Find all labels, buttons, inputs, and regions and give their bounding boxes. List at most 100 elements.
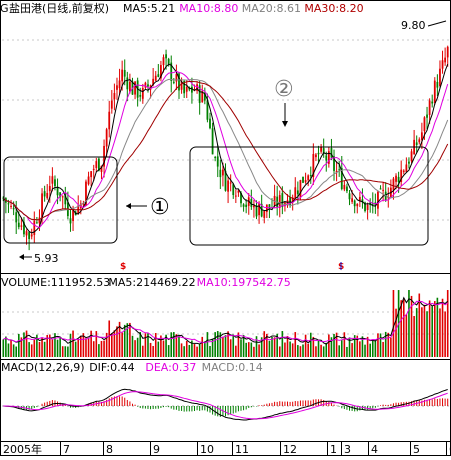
volume-bar xyxy=(204,341,206,357)
candle-body xyxy=(429,101,431,115)
volume-bar xyxy=(28,342,30,357)
candle-body xyxy=(408,162,410,164)
volume-bar xyxy=(108,320,110,357)
macd-indicator-0: MACD(12,26,9) xyxy=(1,361,85,374)
volume-bar xyxy=(380,333,382,357)
candle-body xyxy=(442,60,444,68)
macd-indicator-3: MACD:0.14 xyxy=(202,361,263,374)
volume-bar xyxy=(142,346,144,357)
candle-body xyxy=(418,139,420,142)
candle-body xyxy=(163,57,165,65)
volume-bar xyxy=(238,332,240,357)
volume-bar xyxy=(39,342,41,357)
volume-bar xyxy=(315,346,317,357)
candle-body xyxy=(227,181,229,192)
candle-body xyxy=(266,205,268,212)
volume-bar xyxy=(421,307,423,357)
candle-body xyxy=(356,204,358,206)
candle-body xyxy=(230,183,232,184)
candle-body xyxy=(281,193,283,207)
candle-body xyxy=(426,115,428,118)
volume-bar xyxy=(72,331,74,357)
candle-body xyxy=(382,190,384,191)
volume-bar xyxy=(418,294,420,357)
candle-body xyxy=(398,177,400,182)
volume-bar xyxy=(248,342,250,357)
volume-bar xyxy=(437,298,439,357)
volume-bar xyxy=(310,333,312,357)
volume-bar xyxy=(59,338,61,357)
price-indicator-2: MA20:8.61 xyxy=(242,2,301,15)
volume-bar xyxy=(150,343,152,357)
candle-body xyxy=(13,208,15,209)
candle-body xyxy=(15,212,17,222)
volume-bar xyxy=(271,337,273,357)
volume-bar xyxy=(70,334,72,357)
volume-bar xyxy=(134,340,136,357)
candle-body xyxy=(36,222,38,223)
price-low-arrowhead xyxy=(19,254,24,260)
candle-body xyxy=(294,187,296,198)
candle-body xyxy=(258,204,260,216)
volume-bar xyxy=(129,323,131,357)
candle-body xyxy=(434,81,436,103)
volume-bar xyxy=(101,341,103,357)
volume-bar xyxy=(372,341,374,357)
macd-indicator-2: DEA:0.37 xyxy=(145,361,196,374)
volume-bar xyxy=(447,290,449,357)
region-2-arrowhead xyxy=(282,121,288,127)
volume-bar xyxy=(217,331,219,357)
candle-body xyxy=(57,187,59,196)
volume-bar xyxy=(333,334,335,357)
volume-bar xyxy=(387,333,389,357)
price-indicator-3: MA30:8.20 xyxy=(304,2,363,15)
volume-bar xyxy=(346,347,348,357)
volume-bar xyxy=(344,332,346,357)
volume-bar xyxy=(382,342,384,357)
volume-bar xyxy=(158,342,160,357)
volume-bar xyxy=(413,316,415,357)
candle-body xyxy=(377,192,379,209)
volume-bar xyxy=(181,343,183,357)
volume-bar xyxy=(67,347,69,357)
volume-bar xyxy=(137,338,139,357)
volume-bar xyxy=(258,344,260,357)
candle-body xyxy=(51,176,53,183)
x-tick-label: 5 xyxy=(413,443,420,456)
volume-bar xyxy=(232,335,234,357)
volume-bar xyxy=(155,333,157,357)
candle-body xyxy=(354,201,356,207)
volume-bar xyxy=(403,300,405,358)
macd-panel xyxy=(3,389,447,420)
volume-bar xyxy=(235,346,237,357)
volume-bar xyxy=(160,336,162,357)
price-indicator-1: MA10:8.80 xyxy=(179,2,238,15)
volume-bar xyxy=(302,344,304,357)
candle-body xyxy=(121,70,123,82)
volume-bar xyxy=(325,343,327,357)
candle-body xyxy=(338,169,340,170)
candle-body xyxy=(411,151,413,161)
ma-lines xyxy=(3,64,447,233)
candle-body xyxy=(147,84,149,86)
volume-bar xyxy=(168,345,170,357)
candle-body xyxy=(307,175,309,180)
volume-bar xyxy=(8,343,10,357)
volume-bar xyxy=(287,336,289,357)
candle-body xyxy=(186,87,188,92)
volume-bar xyxy=(431,306,433,357)
volume-bar xyxy=(85,338,87,357)
candle-body xyxy=(90,171,92,177)
volume-bar xyxy=(429,300,431,357)
candle-body xyxy=(320,147,322,152)
volume-bar xyxy=(57,340,59,357)
volume-bar xyxy=(10,340,12,357)
candle-body xyxy=(155,76,157,81)
volume-bar xyxy=(442,299,444,357)
candle-body xyxy=(26,231,28,235)
volume-bar xyxy=(44,342,46,357)
volume-bar xyxy=(2,339,4,357)
candle-body xyxy=(318,153,320,154)
candle-body xyxy=(349,193,351,199)
